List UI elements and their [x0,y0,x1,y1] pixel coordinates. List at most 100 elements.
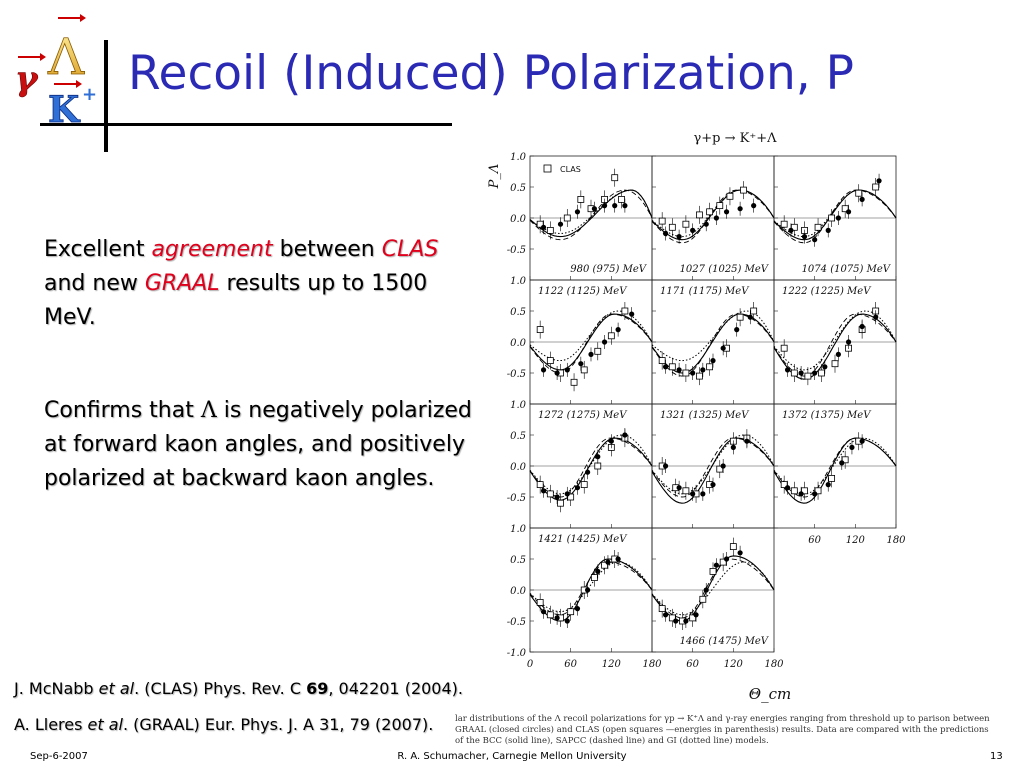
clas-point [567,493,575,501]
clas-point [814,487,822,495]
graal-point [557,221,564,227]
clas-point [828,474,836,482]
panel-energy-label: 1321 (1325) MeV [660,410,750,421]
graal-point [751,203,757,209]
graal-point [723,556,730,562]
graal-point [591,206,597,212]
y-tick-label: 1.0 [510,524,527,535]
clas-point [818,369,825,377]
legend-clas-label: CLAS [560,165,581,174]
bullet1-agreement: agreement [151,237,273,262]
bullet-agreement: Excellent agreement between CLAS and new… [44,233,464,335]
graal-point [784,485,791,491]
clas-point [594,347,602,355]
panel-2: 1027 (1025) MeV [651,155,775,281]
y-tick-label: 1.0 [510,400,527,411]
clas-point [546,490,554,498]
clas-point [577,196,585,203]
x-tick-label: 180 [642,659,662,670]
panel-energy-label: 1272 (1275) MeV [538,410,628,421]
x-tick-label: 120 [724,659,744,670]
graal-point [720,345,726,351]
footer-date: Sep-6-2007 [30,751,88,762]
clas-point [594,462,602,470]
y-tick-label: -0.5 [507,245,526,256]
graal-point [622,203,628,209]
clas-point [872,183,880,191]
graal-point [873,314,879,320]
clas-point [580,481,588,489]
x-axis-label: Θ_cm [749,685,791,703]
x-tick-label: 120 [846,535,866,546]
clas-point [621,307,629,315]
graal-point [876,178,882,184]
clas-point [536,481,544,489]
x-tick-label: 60 [564,659,577,670]
graal-point [676,234,682,240]
x-tick-label: 180 [764,659,784,670]
y-tick-label: -0.5 [507,617,526,628]
bullet1-part1: Excellent [44,237,152,262]
panel-energy-label: 1222 (1225) MeV [782,286,872,297]
graal-point [734,327,740,333]
graal-point [859,196,865,202]
panel-3: 1074 (1075) MeV [773,155,897,281]
clas-point [601,561,608,569]
clas-point [536,326,544,334]
graal-point [690,491,696,497]
clas-point [841,205,849,213]
graal-point [554,494,560,500]
logo-gamma: γ [15,59,39,99]
panel-7: 1272 (1275) MeV [529,403,653,529]
graal-point [710,358,716,364]
graal-point [564,367,570,373]
clas-point [668,223,676,231]
clas-point [855,189,863,197]
clas-point [696,372,703,380]
graal-point [595,454,601,460]
bullet-confirms: Confirms that Λ is negatively polarized … [44,394,474,496]
x-tick-label: 60 [808,535,821,546]
bullet2-part3: is negatively polarized at forward kaon … [44,398,472,491]
title-horizontal-rule [40,123,452,126]
clas-point [658,357,666,365]
clas-point [682,220,690,228]
clas-point [841,456,849,464]
y-tick-label: 0.5 [510,431,526,442]
panel-6: 1222 (1225) MeV [773,279,897,405]
bcc-solid-curve [651,437,775,504]
graal-point [540,488,547,494]
graal-point [662,364,669,370]
graal-point [662,463,669,469]
graal-point [845,209,852,215]
ref1-d: 69 [306,679,329,698]
bullet1-part3: between [272,237,382,262]
graal-point [605,559,611,565]
graal-point [673,618,679,624]
graal-point [744,438,750,444]
clas-point [706,208,714,216]
panel-5: 1171 (1175) MeV [651,279,775,405]
graal-point [784,367,791,373]
clas-point [682,487,690,495]
panel-energy-label: 1074 (1075) MeV [802,264,892,275]
graal-point [788,227,794,233]
graal-point [564,491,570,497]
graal-point [608,438,614,444]
y-tick-label: 0.0 [510,338,527,349]
graal-point [676,367,682,373]
clas-point [750,307,758,315]
graal-point [859,323,865,330]
reference-clas: J. McNabb et al. (CLAS) Phys. Rev. C 69,… [14,679,463,698]
graal-point [662,230,669,237]
graal-point [812,370,818,376]
ref1-a: J. McNabb [14,679,99,698]
y-tick-label: 0.0 [510,586,527,597]
clas-point [567,608,575,616]
graal-point [690,227,696,233]
graal-point [601,339,608,345]
panel-10: 1421 (1425) MeV [529,527,653,653]
y-tick-label: 0.0 [510,462,527,473]
clas-point [716,465,724,473]
clas-point [546,611,554,619]
